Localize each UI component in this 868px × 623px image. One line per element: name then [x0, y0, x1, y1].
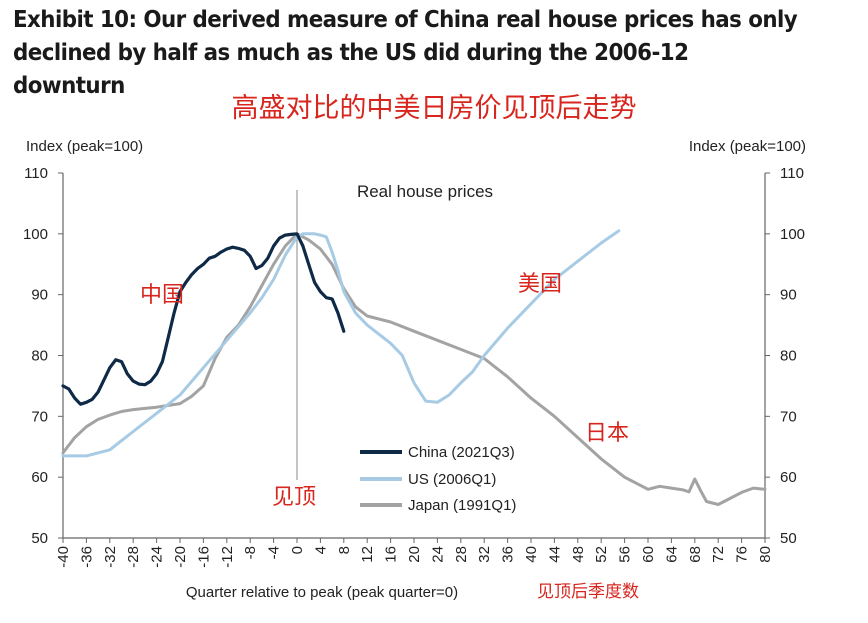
annotation-peak-cn: 见顶	[272, 485, 316, 510]
y-tick-label-right: 60	[780, 469, 797, 486]
x-tick-label: 80	[757, 546, 774, 563]
legend-label-japan: Japan (1991Q1)	[408, 497, 516, 514]
x-tick-label: -4	[266, 546, 283, 559]
x-tick-label: 24	[429, 546, 446, 563]
x-tick-label: 32	[476, 546, 493, 563]
y-tick-label-left: 60	[31, 469, 48, 486]
annotation-us-cn: 美国	[518, 272, 562, 297]
y-tick-label-left: 100	[23, 226, 48, 243]
y-tick-label-left: 70	[31, 408, 48, 425]
y-tick-label-left: 90	[31, 287, 48, 304]
x-tick-label: 0	[289, 546, 306, 554]
series-line-japan	[61, 232, 767, 506]
x-tick-label: -32	[102, 546, 119, 568]
x-tick-label: 8	[336, 546, 353, 554]
x-tick-label: 44	[546, 546, 563, 563]
y-tick-label-left: 110	[24, 165, 48, 182]
x-tick-label: 64	[663, 546, 680, 563]
x-tick-label: -8	[242, 546, 259, 559]
chart-inner-title: Real house prices	[357, 182, 493, 201]
x-axis-title: Quarter relative to peak (peak quarter=0…	[186, 584, 458, 601]
x-tick-label: 56	[617, 546, 634, 563]
x-tick-label: -24	[149, 546, 166, 568]
series-line-us	[61, 229, 621, 458]
x-tick-label: -28	[125, 546, 142, 568]
x-tick-label: -40	[55, 546, 72, 568]
x-axis: -40 -36 -32 -28 -24 -20 -16 -12 -8 -4 0 4 8 12 16 20 24 2…	[55, 538, 774, 568]
y-axis-left: 50 60 70 80 90 100 110	[23, 165, 63, 547]
x-tick-label: 12	[359, 546, 376, 563]
y-tick-label-right: 50	[780, 530, 797, 547]
x-tick-label: 68	[687, 546, 704, 563]
annotation-japan-cn: 日本	[585, 421, 629, 446]
x-tick-label: 40	[523, 546, 540, 563]
y-tick-label-right: 90	[780, 287, 797, 304]
y-tick-label-left: 50	[31, 530, 48, 547]
legend-label-us: US (2006Q1)	[408, 471, 496, 488]
y-tick-label-left: 80	[31, 348, 48, 365]
legend-label-china: China (2021Q3)	[408, 444, 515, 461]
x-tick-label: 52	[593, 546, 610, 563]
x-tick-label: 20	[406, 546, 423, 563]
x-tick-label: -12	[219, 546, 236, 568]
annotation-china-cn: 中国	[140, 283, 184, 308]
y-tick-label-right: 100	[780, 226, 805, 243]
series-lines	[61, 229, 767, 506]
x-axis-title-cn: 见顶后季度数	[537, 582, 639, 602]
x-tick-label: 48	[570, 546, 587, 563]
y-tick-label-right: 80	[780, 348, 797, 365]
legend: China (2021Q3) US (2006Q1) Japan (1991Q1…	[360, 444, 516, 514]
series-line-china	[61, 232, 346, 406]
exhibit-title: Exhibit 10: Our derived measure of China…	[13, 7, 798, 99]
y-axis-title-left: Index (peak=100)	[26, 138, 143, 155]
x-tick-label: -20	[172, 546, 189, 568]
y-tick-label-right: 70	[780, 408, 797, 425]
x-tick-label: 72	[710, 546, 727, 563]
x-tick-label: 76	[734, 546, 751, 563]
chinese-subtitle: 高盛对比的中美日房价见顶后走势	[231, 93, 637, 124]
x-tick-label: 28	[453, 546, 470, 563]
y-axis-title-right: Index (peak=100)	[689, 138, 806, 155]
x-tick-label: -36	[78, 546, 95, 568]
y-axis-right: 50 60 70 80 90 100 110	[765, 165, 805, 547]
x-tick-label: 4	[312, 546, 329, 554]
x-tick-label: 60	[640, 546, 657, 563]
x-tick-label: 16	[383, 546, 400, 563]
y-tick-label-right: 110	[780, 165, 804, 182]
x-tick-label: -16	[195, 546, 212, 568]
x-tick-label: 36	[500, 546, 517, 563]
